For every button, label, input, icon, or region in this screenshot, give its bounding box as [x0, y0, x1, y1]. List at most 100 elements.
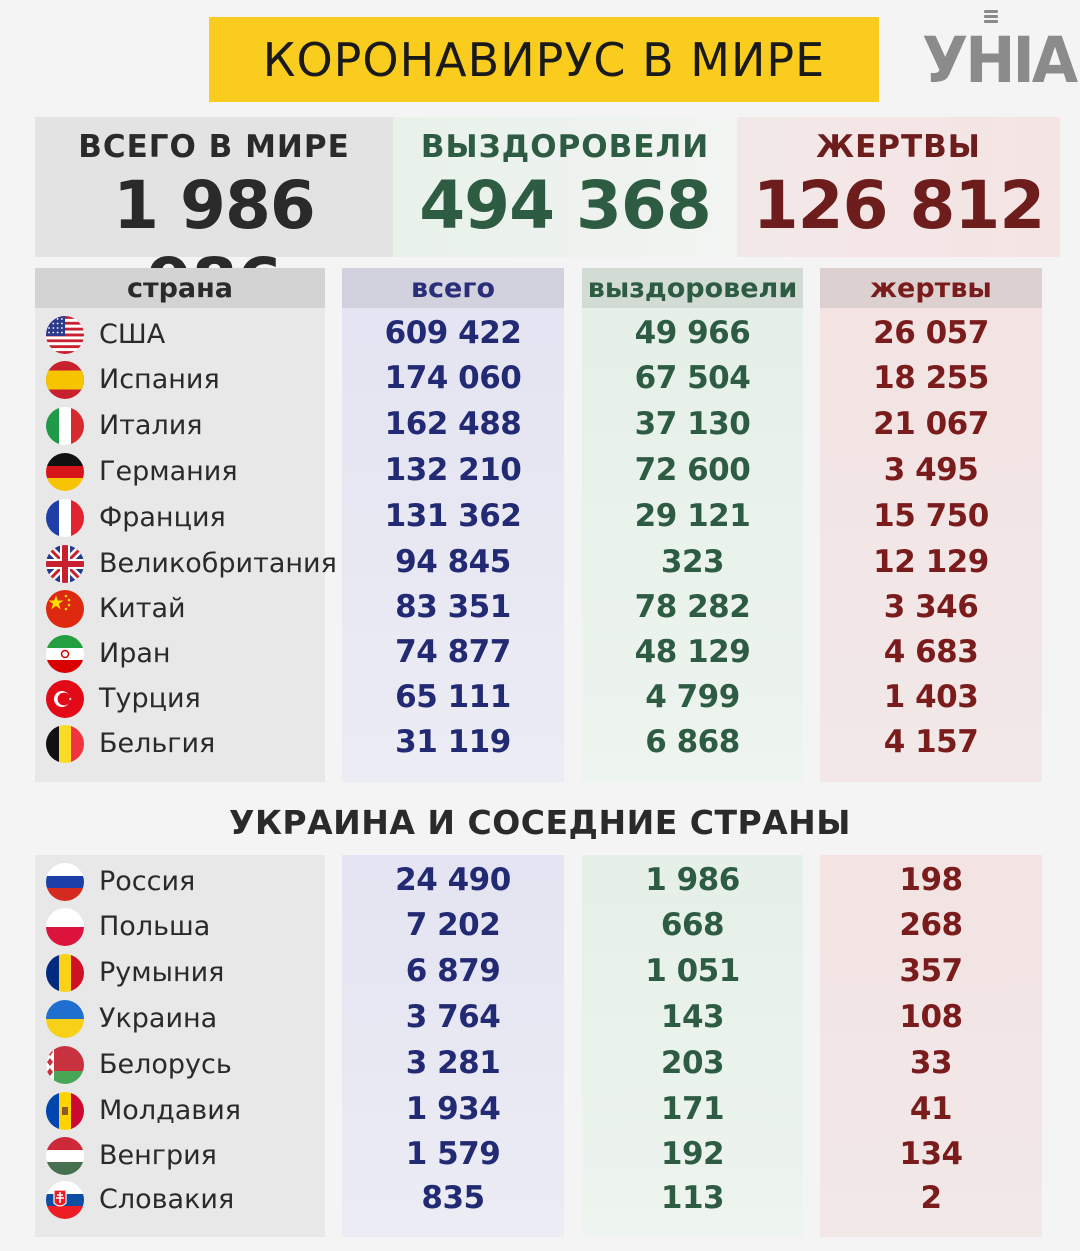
deaths-count: 1 403: [883, 679, 979, 715]
moldova-flag-icon: [46, 1092, 84, 1130]
table-row: Германия 132 210 72 600 3 495: [0, 450, 1080, 495]
iran-flag-icon: [46, 635, 84, 673]
table-row: Италия 162 488 37 130 21 067: [0, 404, 1080, 449]
deaths-count: 15 750: [873, 498, 989, 534]
deaths-count: 4 157: [883, 724, 979, 760]
russia-flag-icon: [46, 863, 84, 901]
deaths-total-card: ЖЕРТВЫ 126 812: [737, 117, 1060, 257]
total-cases: 7 202: [405, 907, 501, 943]
recovered-count: 72 600: [634, 452, 751, 488]
deaths-count: 108: [899, 999, 963, 1035]
country-name: США: [99, 319, 166, 350]
country-name: Испания: [99, 364, 220, 395]
deaths-total-label: ЖЕРТВЫ: [816, 129, 981, 165]
table-row: Турция 65 111 4 799 1 403: [0, 677, 1080, 722]
romania-flag-icon: [46, 954, 84, 992]
country-name: Иран: [99, 638, 171, 669]
deaths-count: 4 683: [883, 634, 979, 670]
header-country: страна: [35, 268, 325, 308]
section-title: УКРАИНА И СОСЕДНИЕ СТРАНЫ: [229, 803, 851, 842]
recovered-count: 49 966: [634, 315, 751, 351]
total-cases: 74 877: [395, 634, 511, 670]
country-name: Белорусь: [99, 1049, 232, 1080]
deaths-total-value: 126 812: [752, 167, 1046, 244]
recovered-count: 78 282: [634, 589, 751, 625]
table-row: Словакия 835 113 2: [0, 1178, 1080, 1223]
world-total-label: ВСЕГО В МИРЕ: [78, 129, 350, 165]
table-row: Китай 83 351 78 282 3 346: [0, 587, 1080, 632]
total-cases: 24 490: [395, 862, 511, 898]
recovered-column-bg: [582, 855, 803, 1237]
recovered-count: 4 799: [645, 679, 740, 715]
total-cases: 94 845: [395, 544, 511, 580]
world-total-card: ВСЕГО В МИРЕ 1 986 986: [35, 117, 393, 321]
country-name: Словакия: [99, 1184, 235, 1215]
deaths-count: 26 057: [873, 315, 989, 351]
country-name: Украина: [99, 1003, 218, 1034]
country-name: Бельгия: [99, 728, 216, 759]
deaths-count: 357: [899, 953, 963, 989]
recovered-count: 323: [660, 544, 725, 580]
recovered-count: 37 130: [634, 406, 751, 442]
deaths-count: 41: [909, 1091, 953, 1127]
total-cases: 132 210: [384, 452, 522, 488]
slovakia-flag-icon: [46, 1181, 84, 1219]
country-name: Великобритания: [99, 548, 337, 579]
header-recovered: выздоровели: [582, 268, 803, 308]
recovered-count: 29 121: [634, 498, 751, 534]
total-column-bg: [342, 855, 564, 1237]
deaths-column-bg: [820, 855, 1042, 1237]
italy-flag-icon: [46, 407, 84, 445]
turkey-flag-icon: [46, 680, 84, 718]
table-row: Бельгия 31 119 6 868 4 157: [0, 722, 1080, 767]
recovered-count: 668: [660, 907, 725, 943]
country-name: Румыния: [99, 957, 225, 988]
recovered-total-label: ВЫЗДОРОВЕЛИ: [420, 129, 710, 165]
table-row: Румыния 6 879 1 051 357: [0, 951, 1080, 996]
table-row: Белорусь 3 281 203 33: [0, 1043, 1080, 1088]
recovered-count: 67 504: [634, 360, 751, 396]
total-cases: 3 764: [405, 999, 501, 1035]
table-row: Польша 7 202 668 268: [0, 905, 1080, 950]
header-total: всего: [342, 268, 564, 308]
deaths-count: 268: [899, 907, 963, 943]
total-cases: 162 488: [384, 406, 522, 442]
deaths-count: 198: [899, 862, 963, 898]
total-cases: 1 579: [405, 1136, 501, 1172]
recovered-count: 113: [660, 1180, 725, 1216]
table-row: Украина 3 764 143 108: [0, 997, 1080, 1042]
header-deaths: жертвы: [820, 268, 1042, 308]
deaths-count: 2: [920, 1180, 942, 1216]
page-title: КОРОНАВИРУС В МИРЕ: [209, 17, 879, 102]
deaths-count: 18 255: [873, 360, 989, 396]
total-cases: 3 281: [405, 1045, 501, 1081]
deaths-count: 3 346: [883, 589, 979, 625]
total-cases: 6 879: [405, 953, 501, 989]
total-cases: 1 934: [405, 1091, 501, 1127]
recovered-total-value: 494 368: [419, 167, 712, 244]
recovered-total-card: ВЫЗДОРОВЕЛИ 494 368: [393, 117, 737, 257]
table-row: Франция 131 362 29 121 15 750: [0, 496, 1080, 541]
france-flag-icon: [46, 499, 84, 537]
table-row: Венгрия 1 579 192 134: [0, 1134, 1080, 1179]
total-cases: 83 351: [395, 589, 511, 625]
country-name: Франция: [99, 502, 226, 533]
recovered-count: 6 868: [645, 724, 740, 760]
deaths-count: 33: [909, 1045, 953, 1081]
table-row: Молдавия 1 934 171 41: [0, 1089, 1080, 1134]
belarus-flag-icon: [46, 1046, 84, 1084]
recovered-count: 1 986: [645, 862, 740, 898]
recovered-count: 203: [660, 1045, 725, 1081]
recovered-count: 171: [660, 1091, 725, 1127]
table-row: Россия 24 490 1 986 198: [0, 860, 1080, 905]
recovered-count: 192: [660, 1136, 725, 1172]
deaths-count: 12 129: [873, 544, 989, 580]
total-cases: 835: [421, 1180, 485, 1216]
hungary-flag-icon: [46, 1137, 84, 1175]
deaths-count: 3 495: [883, 452, 979, 488]
country-name: Польша: [99, 911, 211, 942]
table-row: США 609 422 49 966 26 057: [0, 313, 1080, 358]
deaths-count: 21 067: [873, 406, 989, 442]
country-name: Италия: [99, 410, 203, 441]
recovered-count: 143: [660, 999, 725, 1035]
